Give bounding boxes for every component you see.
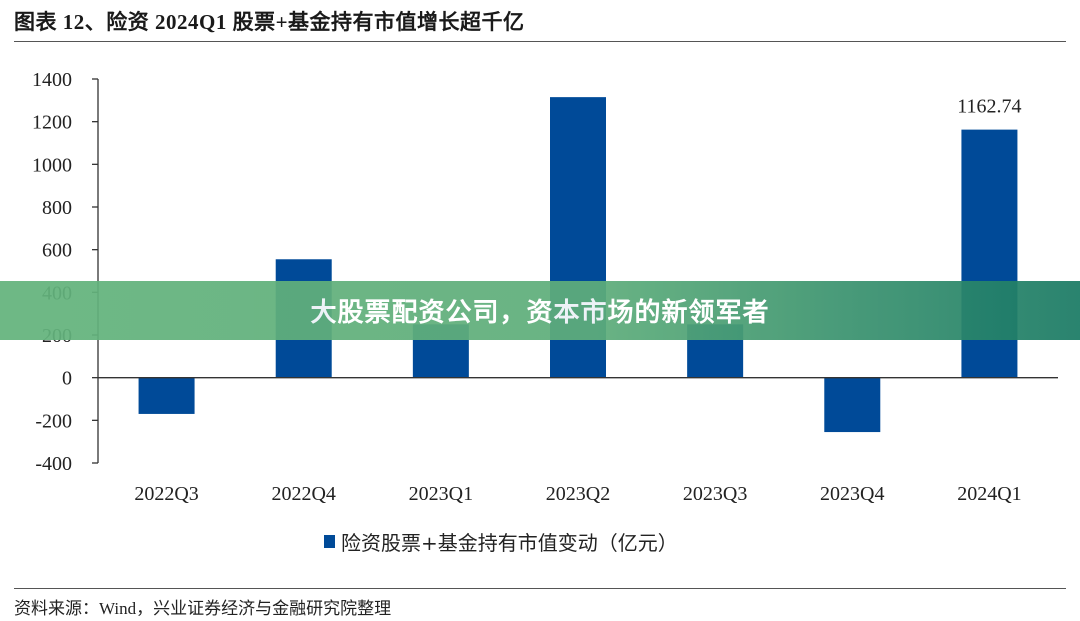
bars [138,97,1018,433]
y-axis: -400-2000200400600800100012001400 [32,69,99,475]
x-axis: 2022Q3 2022Q4 2023Q1 2023Q2 2023Q3 2023Q4 2024… [98,377,1058,505]
chart-title: 图表 12、险资 2024Q1 股票+基金持有市值增长超千亿 [14,10,525,34]
y-tick-label: -200 [35,410,72,432]
x-tick-label: 2023Q4 [820,483,884,505]
x-tick-label: 2024Q1 [957,483,1021,505]
y-tick-label: -400 [35,453,72,475]
y-tick-label: 1400 [32,69,72,91]
y-tick-label: 1000 [32,154,72,176]
legend: 险资股票+基金持有市值变动（亿元） [324,531,678,555]
legend-swatch [324,535,335,548]
y-tick-label: 0 [62,368,72,390]
x-tick-label: 2022Q3 [134,483,198,505]
x-tick-label: 2023Q1 [409,483,473,505]
title-divider [14,41,1066,42]
bar [824,377,881,433]
bar [138,377,195,414]
banner-text: 大股票配资公司，资本市场的新领军者 [310,298,770,328]
x-tick-label: 2023Q2 [546,483,610,505]
source-divider [14,588,1066,589]
y-tick-label: 600 [42,240,72,262]
data-labels: 1162.74 [957,96,1021,118]
y-tick-label: 800 [42,197,72,219]
x-tick-label: 2022Q4 [271,483,335,505]
data-label: 1162.74 [957,96,1021,118]
y-tick-label: 1200 [32,112,72,134]
legend-label: 险资股票+基金持有市值变动（亿元） [341,531,678,555]
x-tick-label: 2023Q3 [683,483,747,505]
bar [961,129,1018,378]
overlay-banner: 大股票配资公司，资本市场的新领军者 [0,281,1080,340]
source-note: 资料来源：Wind，兴业证券经济与金融研究院整理 [14,599,392,618]
